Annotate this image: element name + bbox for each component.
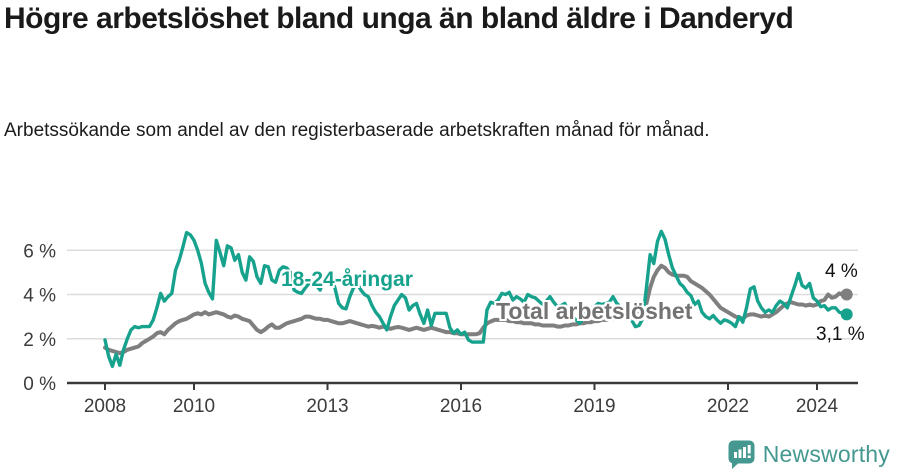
svg-text:4 %: 4 %: [23, 286, 56, 307]
series-label-youth: 18-24-åringar: [281, 268, 413, 291]
chart-title: Högre arbetslöshet bland unga än bland ä…: [4, 2, 794, 35]
newsworthy-logo: Newsworthy: [728, 440, 890, 469]
newsworthy-brand-text: Newsworthy: [762, 441, 890, 467]
newsworthy-bar-chart-bubble-icon: [728, 440, 755, 469]
svg-text:6 %: 6 %: [23, 241, 56, 262]
series-label-total: Total arbetslöshet: [496, 298, 693, 324]
end-value-label-youth: 3,1 %: [816, 324, 865, 345]
end-value-label-total: 4 %: [825, 261, 858, 282]
svg-text:2024: 2024: [796, 396, 839, 417]
svg-text:2 %: 2 %: [23, 330, 56, 351]
svg-text:2008: 2008: [84, 396, 126, 417]
svg-text:2022: 2022: [707, 396, 749, 417]
svg-text:2013: 2013: [306, 396, 348, 417]
svg-text:0 %: 0 %: [23, 374, 56, 395]
chart-subtitle: Arbetssökande som andel av den registerb…: [4, 120, 710, 141]
svg-text:2016: 2016: [440, 396, 482, 417]
svg-text:2019: 2019: [573, 396, 615, 417]
svg-text:2010: 2010: [173, 396, 215, 417]
